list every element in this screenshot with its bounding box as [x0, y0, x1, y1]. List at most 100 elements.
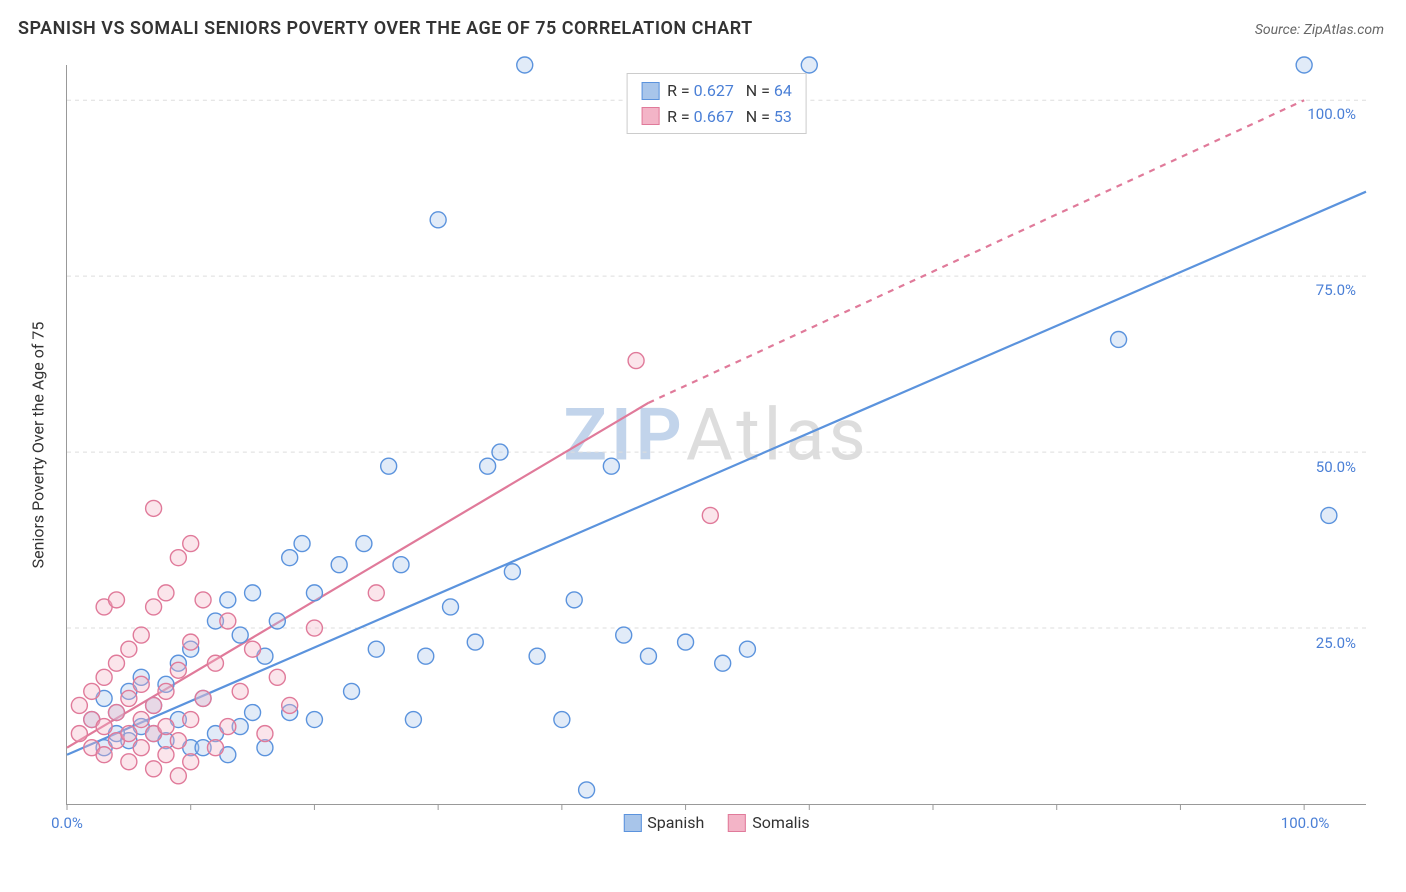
scatter-point [170, 550, 186, 566]
scatter-point [71, 726, 87, 742]
legend-bottom-label: Somalis [752, 813, 809, 832]
scatter-point [356, 536, 372, 552]
scatter-point [282, 550, 298, 566]
scatter-point [566, 592, 582, 608]
chart-container: Seniors Poverty Over the Age of 75 ZIPAt… [48, 55, 1388, 835]
scatter-point [183, 754, 199, 770]
scatter-point [430, 212, 446, 228]
scatter-point [1296, 57, 1312, 73]
scatter-point [443, 599, 459, 615]
plot-area: ZIPAtlas 25.0%50.0%75.0%100.0% 0.0%100.0… [66, 65, 1366, 805]
source-label: Source: ZipAtlas.com [1255, 22, 1384, 38]
scatter-point [232, 627, 248, 643]
scatter-point [121, 726, 137, 742]
legend-top: R = 0.627 N = 64R = 0.667 N = 53 [626, 73, 807, 134]
scatter-point [368, 585, 384, 601]
scatter-point [257, 726, 273, 742]
scatter-point [158, 585, 174, 601]
scatter-point [96, 747, 112, 763]
scatter-point [183, 634, 199, 650]
scatter-point [801, 57, 817, 73]
scatter-point [96, 669, 112, 685]
scatter-point [306, 620, 322, 636]
y-axis-label: Seniors Poverty Over the Age of 75 [29, 322, 48, 569]
scatter-point [146, 599, 162, 615]
legend-swatch [728, 814, 746, 832]
scatter-point [269, 613, 285, 629]
legend-top-text: R = 0.667 N = 53 [667, 104, 792, 130]
scatter-point [195, 690, 211, 706]
scatter-point [678, 634, 694, 650]
scatter-point [517, 57, 533, 73]
scatter-point [294, 536, 310, 552]
legend-bottom-label: Spanish [647, 813, 704, 832]
scatter-point [133, 740, 149, 756]
scatter-point [344, 683, 360, 699]
scatter-point [739, 641, 755, 657]
scatter-point [306, 585, 322, 601]
scatter-point [133, 676, 149, 692]
scatter-point [418, 648, 434, 664]
scatter-point [232, 683, 248, 699]
x-tick-label: 0.0% [51, 814, 83, 832]
scatter-point [133, 712, 149, 728]
scatter-point [616, 627, 632, 643]
scatter-point [146, 500, 162, 516]
scatter-point [368, 641, 384, 657]
legend-top-row: R = 0.627 N = 64 [641, 78, 792, 104]
scatter-point [1321, 507, 1337, 523]
scatter-point [492, 444, 508, 460]
scatter-point [220, 719, 236, 735]
scatter-point [331, 557, 347, 573]
scatter-point [603, 458, 619, 474]
legend-top-row: R = 0.667 N = 53 [641, 104, 792, 130]
scatter-point [529, 648, 545, 664]
legend-bottom: Spanish Somalis [623, 813, 809, 832]
scatter-point [207, 740, 223, 756]
scatter-point [405, 712, 421, 728]
scatter-point [183, 536, 199, 552]
scatter-point [108, 705, 124, 721]
scatter-point [628, 353, 644, 369]
scatter-point [71, 697, 87, 713]
scatter-point [245, 641, 261, 657]
scatter-point [282, 697, 298, 713]
scatter-point [715, 655, 731, 671]
scatter-point [640, 648, 656, 664]
scatter-point [158, 719, 174, 735]
scatter-point [158, 747, 174, 763]
scatter-point [170, 768, 186, 784]
scatter-point [1111, 331, 1127, 347]
scatter-point [245, 585, 261, 601]
scatter-point [108, 655, 124, 671]
scatter-point [146, 761, 162, 777]
chart-title: SPANISH VS SOMALI SENIORS POVERTY OVER T… [18, 18, 753, 39]
scatter-point [467, 634, 483, 650]
plot-svg [67, 65, 1366, 804]
legend-swatch [623, 814, 641, 832]
scatter-point [269, 669, 285, 685]
scatter-point [579, 782, 595, 798]
scatter-point [207, 655, 223, 671]
x-tick-label: 100.0% [1281, 814, 1330, 832]
scatter-point [220, 613, 236, 629]
scatter-point [170, 733, 186, 749]
scatter-point [183, 712, 199, 728]
scatter-point [96, 719, 112, 735]
scatter-point [245, 705, 261, 721]
scatter-point [480, 458, 496, 474]
scatter-point [121, 641, 137, 657]
scatter-point [504, 564, 520, 580]
scatter-point [121, 754, 137, 770]
legend-swatch [641, 107, 659, 125]
scatter-point [381, 458, 397, 474]
scatter-point [146, 697, 162, 713]
scatter-point [220, 592, 236, 608]
scatter-point [702, 507, 718, 523]
scatter-point [393, 557, 409, 573]
scatter-point [108, 592, 124, 608]
scatter-point [133, 627, 149, 643]
scatter-point [158, 683, 174, 699]
scatter-point [306, 712, 322, 728]
scatter-point [84, 683, 100, 699]
